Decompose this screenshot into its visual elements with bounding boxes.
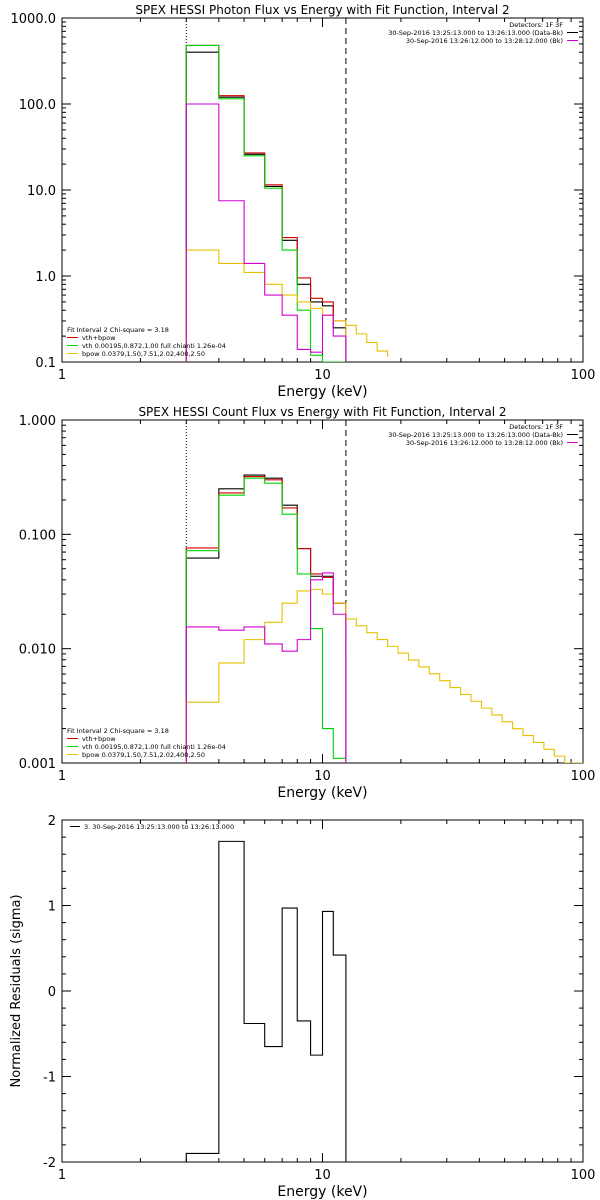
series-histogram-1 — [185, 51, 347, 362]
chart-panel-2: SPEX HESSI Count Flux vs Energy with Fit… — [19, 405, 596, 801]
legend-entry: 30-Sep-2016 13:26:12.000 to 13:28:12.000… — [406, 37, 563, 45]
legend-entry: 30-Sep-2016 13:25:13.000 to 13:26:13.000… — [388, 29, 563, 37]
legend-entry: vth+bpow — [82, 735, 116, 743]
x-tick-label: 10 — [314, 368, 331, 383]
y-tick-label: 1.000 — [19, 414, 56, 429]
x-tick-label: 1 — [58, 368, 66, 383]
y-tick-label: 0.100 — [19, 528, 56, 543]
series-histogram-2 — [185, 44, 347, 362]
x-tick-label: 1 — [58, 1168, 66, 1183]
y-tick-label: 0.001 — [19, 757, 56, 772]
legend-entry: Detectors: 1F 3F — [509, 423, 563, 431]
x-tick-label: 100 — [571, 769, 596, 784]
series-histogram-5 — [185, 103, 347, 362]
legend-entry: vth+bpow — [82, 334, 116, 342]
plot-data — [185, 840, 347, 1162]
plot-data — [185, 420, 583, 763]
series-histogram-3 — [185, 477, 347, 763]
plot-data — [185, 18, 389, 362]
x-tick-label: 100 — [571, 368, 596, 383]
y-tick-label: 1000.0 — [11, 12, 57, 27]
y-tick-label: 0 — [48, 985, 56, 1000]
legend-entry: 30-Sep-2016 13:26:12.000 to 13:28:12.000… — [406, 439, 563, 447]
y-tick-label: 1 — [48, 900, 56, 915]
x-tick-label: 1 — [58, 769, 66, 784]
x-axis-label: Energy (keV) — [277, 785, 367, 801]
bpow-tail-histogram — [345, 618, 583, 763]
y-axis-label: Normalized Residuals (sigma) — [9, 894, 24, 1087]
x-axis-label: Energy (keV) — [277, 384, 367, 400]
y-tick-label: 1.0 — [35, 270, 56, 285]
legend-entry: 3. 30-Sep-2016 13:25:13.000 to 13:26:13.… — [84, 823, 234, 831]
legend-entry: vth 0.00195,0.872,1.00 full chianti 1.26… — [82, 743, 226, 751]
y-tick-label: 10.0 — [27, 184, 56, 199]
bpow-tail-histogram — [345, 324, 389, 357]
series-histogram-4 — [185, 588, 347, 763]
y-tick-label: 2 — [48, 814, 56, 829]
legend-bottom: Fit Interval 2 Chi-square = 3.18vth+bpow… — [67, 727, 226, 759]
y-tick-label: -2 — [43, 1156, 56, 1171]
legend-entry: bpow 0.0379,1.50,7.51,2.02,400,2.50 — [82, 350, 205, 358]
chart-title: SPEX HESSI Count Flux vs Energy with Fit… — [138, 405, 506, 419]
x-tick-label: 100 — [571, 1168, 596, 1183]
legend-entry: vth 0.00195,0.872,1.00 full chianti 1.26… — [82, 342, 226, 350]
chart-panel-1: SPEX HESSI Photon Flux vs Energy with Fi… — [11, 3, 596, 400]
chart-title: SPEX HESSI Photon Flux vs Energy with Fi… — [135, 3, 509, 17]
y-tick-label: 0.010 — [19, 643, 56, 658]
legend-entry: Fit Interval 2 Chi-square = 3.18 — [67, 326, 169, 334]
legend-entry: 30-Sep-2016 13:25:13.000 to 13:26:13.000… — [388, 431, 563, 439]
y-tick-label: 100.0 — [19, 98, 56, 113]
series-histogram-2 — [185, 476, 347, 763]
series-histogram-3 — [185, 44, 346, 362]
series-histogram-5 — [185, 572, 347, 763]
y-tick-label: 0.1 — [35, 356, 56, 371]
legend-top: 3. 30-Sep-2016 13:25:13.000 to 13:26:13.… — [70, 823, 234, 831]
legend-entry: Detectors: 1F 3F — [509, 21, 563, 29]
legend-entry: bpow 0.0379,1.50,7.51,2.02,400,2.50 — [82, 751, 205, 759]
x-tick-label: 10 — [314, 769, 331, 784]
chart-panel-3: 1 10 100 -2 -1 0 1 2 Energy (keV) Normalized Resi… — [9, 814, 595, 1200]
x-axis-label: Energy (keV) — [277, 1184, 367, 1200]
x-tick-label: 10 — [314, 1168, 331, 1183]
legend-entry: Fit Interval 2 Chi-square = 3.18 — [67, 727, 169, 735]
legend-bottom: Fit Interval 2 Chi-square = 3.18vth+bpow… — [67, 326, 226, 358]
y-tick-label: -1 — [43, 1071, 56, 1086]
series-histogram-1 — [185, 840, 347, 1162]
